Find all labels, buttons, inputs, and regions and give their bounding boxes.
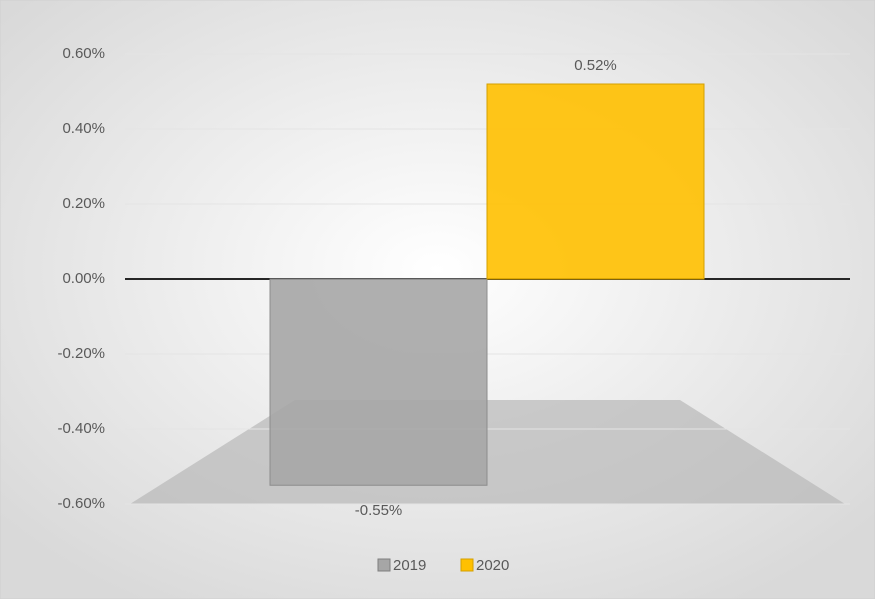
y-tick-label: 0.60% <box>62 45 105 62</box>
data-label: -0.55% <box>355 502 403 519</box>
y-tick-label: -0.40% <box>57 420 105 437</box>
legend-swatch <box>377 558 391 572</box>
bar <box>486 83 705 280</box>
y-tick-label: 0.00% <box>62 270 105 287</box>
y-tick-label: -0.20% <box>57 345 105 362</box>
y-tick-label: -0.60% <box>57 495 105 512</box>
y-tick-label: 0.20% <box>62 195 105 212</box>
legend-label: 2019 <box>393 557 426 574</box>
legend-label: 2020 <box>476 557 509 574</box>
y-tick-label: 0.40% <box>62 120 105 137</box>
data-label: 0.52% <box>574 57 617 74</box>
bar <box>269 278 488 486</box>
legend-swatch <box>460 558 474 572</box>
